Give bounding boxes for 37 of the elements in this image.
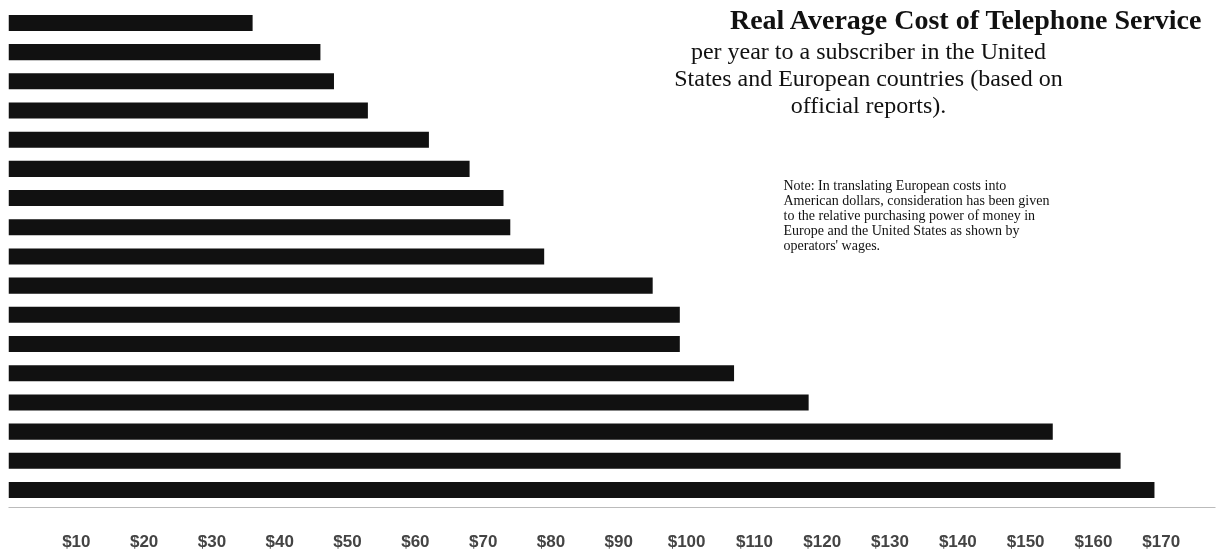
x-tick-label: $10 <box>62 531 91 551</box>
bar <box>8 277 653 294</box>
bar <box>8 452 1121 469</box>
x-tick-label: $80 <box>536 531 566 551</box>
bar <box>8 219 511 236</box>
annotation: Note: In translating European costs into American dollars, consideration has been given to the relative purchasing power of money in Europe and the United States as shown by operators' wages. <box>783 177 1050 253</box>
chart-title: Real Average Cost of Telephone Service <box>729 4 1202 35</box>
bar <box>8 394 809 411</box>
bar <box>8 365 735 382</box>
x-tick-label: $100 <box>667 531 706 551</box>
bar <box>8 336 680 353</box>
x-tick-label: $50 <box>333 531 362 551</box>
x-tick-label: $60 <box>401 531 430 551</box>
x-tick-label: $170 <box>1142 531 1181 551</box>
x-tick-label: $150 <box>1006 531 1045 551</box>
bar <box>8 73 334 90</box>
x-tick-label: $110 <box>735 531 773 551</box>
bar <box>8 190 504 207</box>
bar <box>8 44 321 61</box>
x-tick-label: $120 <box>803 531 842 551</box>
bar <box>8 481 1155 499</box>
bar <box>8 248 545 265</box>
bar <box>8 102 368 119</box>
text: per year to a subscriber in the United States and European countries (based on official reports). <box>674 37 1063 119</box>
bar <box>8 423 1053 440</box>
bar <box>8 160 470 177</box>
x-tick-label: $90 <box>604 531 633 551</box>
x-tick-label: $40 <box>265 531 294 551</box>
x-tick-label: $160 <box>1074 531 1113 551</box>
x-tick-label: $140 <box>938 531 977 551</box>
x-tick-label: $130 <box>871 531 909 551</box>
x-tick-label: $70 <box>468 531 498 551</box>
bar <box>8 14 253 31</box>
bar <box>8 131 429 148</box>
bar <box>8 306 680 323</box>
x-tick-label: $30 <box>197 531 227 551</box>
x-tick-label: $20 <box>129 531 159 551</box>
